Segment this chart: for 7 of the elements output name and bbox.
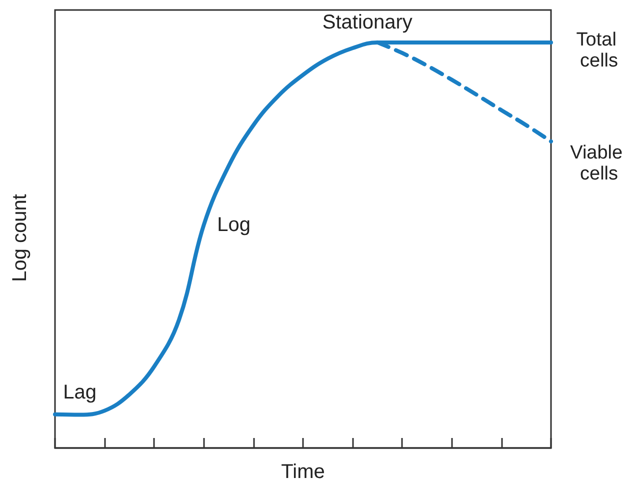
annotation: Lag: [63, 382, 96, 404]
y-axis-title: Log count: [9, 194, 31, 282]
series-label: Viable cells: [570, 142, 628, 184]
series-label: Total cells: [576, 29, 622, 72]
x-axis-title: Time: [281, 461, 325, 483]
annotation: Log: [217, 214, 250, 236]
text: Stationary: [322, 11, 412, 34]
